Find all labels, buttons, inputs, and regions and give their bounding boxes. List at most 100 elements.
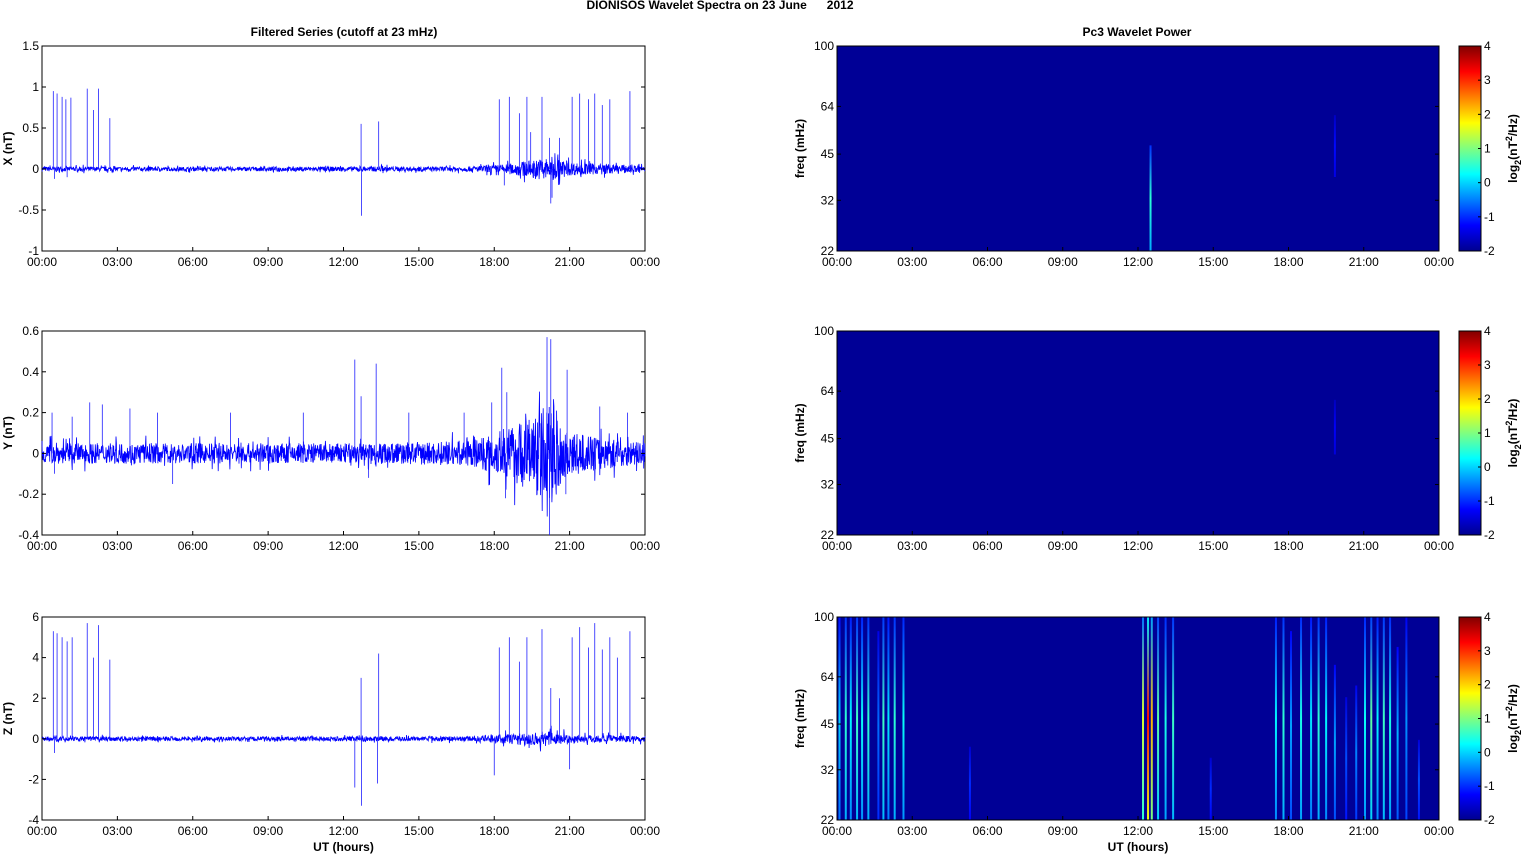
y-tick-label: 2: [32, 691, 39, 705]
x-tick-label: 18:00: [479, 255, 509, 269]
power-streak: [1405, 617, 1408, 820]
x-tick-label: 00:00: [822, 255, 852, 269]
y-tick-label: 45: [821, 147, 835, 161]
x-tick-label: 15:00: [404, 824, 434, 838]
colorbar-tick-label: -2: [1484, 813, 1495, 827]
y-tick-label: 45: [821, 432, 835, 446]
power-streak: [1300, 617, 1303, 820]
z-series-panel: -4 -2 0 2 4 6 00:00 03:00 06:00 09:00 12:00 15:00 18…: [1, 610, 660, 854]
power-streak: [1396, 646, 1399, 820]
y-tick-label: 4: [32, 651, 39, 665]
heatmap-background: [837, 617, 1439, 820]
y-tick-label: 6: [32, 610, 39, 624]
power-streak: [1164, 617, 1167, 820]
colorbar: -2 -1 0 1 2 3 4 log2(nT2/Hz): [1458, 39, 1523, 258]
y-tick-label: 64: [821, 384, 835, 398]
x-tick-label: 00:00: [27, 824, 57, 838]
x-tick-label: 00:00: [822, 539, 852, 553]
power-streak: [1364, 617, 1367, 820]
y-tick-label: 32: [821, 763, 835, 777]
colorbar-tick-label: 3: [1484, 358, 1491, 372]
x-tick-label: 09:00: [253, 539, 283, 553]
x-tick-label: 12:00: [1123, 539, 1153, 553]
power-streak: [893, 617, 896, 820]
x-tick-label: 06:00: [178, 539, 208, 553]
power-streak: [877, 631, 880, 820]
power-streak: [1290, 631, 1293, 820]
x-tick-label: 09:00: [1048, 824, 1078, 838]
x-tick-label: 03:00: [102, 539, 132, 553]
right-column-title: Pc3 Wavelet Power: [1083, 25, 1192, 39]
y-tick-label: 22: [821, 244, 835, 258]
heatmap-background: [837, 331, 1439, 535]
x-tick-label: 21:00: [555, 539, 585, 553]
y-axis-label: Y (nT): [1, 416, 15, 450]
plot-area: [41, 330, 646, 536]
power-streak: [1282, 617, 1285, 820]
x-tick-label: 00:00: [27, 539, 57, 553]
left-column-title: Filtered Series (cutoff at 23 mHz): [251, 25, 438, 39]
x-tick-label: 12:00: [1123, 255, 1153, 269]
x-axis-label: UT (hours): [1108, 840, 1169, 854]
colorbar-tick-label: -1: [1484, 494, 1495, 508]
colorbar-tick-label: 3: [1484, 73, 1491, 87]
x-tick-label: 06:00: [178, 255, 208, 269]
x-axis-label: UT (hours): [313, 840, 374, 854]
x-tick-label: 03:00: [897, 824, 927, 838]
x-tick-label: 12:00: [328, 539, 358, 553]
x-tick-label: 09:00: [253, 824, 283, 838]
x-tick-label: 00:00: [1424, 824, 1454, 838]
x-tick-label: 06:00: [178, 824, 208, 838]
x-tick-label: 06:00: [972, 255, 1002, 269]
y-tick-label: 100: [814, 610, 834, 624]
series-line: [41, 391, 646, 517]
series-line: [41, 725, 646, 752]
power-streak: [1317, 617, 1320, 820]
x-series-panel: -1 -0.5 0 0.5 1 1.5 00:00 03:00 06:00 09:00 12:00 1…: [1, 39, 660, 269]
y-axis-label: Z (nT): [1, 702, 15, 735]
x-tick-label: 21:00: [1349, 255, 1379, 269]
x-tick-label: 15:00: [404, 255, 434, 269]
x-tick-label: 21:00: [1349, 539, 1379, 553]
power-streak: [1142, 617, 1145, 820]
colorbar-tick-label: 4: [1484, 39, 1491, 53]
x-tick-label: 09:00: [1048, 539, 1078, 553]
y-tick-label: -1: [28, 244, 39, 258]
x-tick-label: 18:00: [479, 824, 509, 838]
x-tick-label: 18:00: [1273, 255, 1303, 269]
colorbar-gradient: [1458, 330, 1482, 536]
x-tick-label: 21:00: [555, 824, 585, 838]
x-tick-label: 00:00: [822, 824, 852, 838]
power-streak: [1333, 115, 1336, 178]
power-streak: [1274, 617, 1277, 820]
colorbar-tick-label: -2: [1484, 528, 1495, 542]
power-streak: [882, 617, 885, 820]
y-tick-label: 0: [32, 732, 39, 746]
y-tick-label: 1.5: [22, 39, 39, 53]
colorbar-tick-label: -1: [1484, 210, 1495, 224]
y-axis-label: freq (mHz): [793, 403, 807, 462]
power-streak: [844, 617, 847, 820]
power-streak: [887, 617, 890, 820]
power-streak: [1209, 757, 1212, 820]
y-axis-label: X (nT): [1, 132, 15, 166]
y-tick-label: -4: [28, 813, 39, 827]
y-series-panel: -0.4 -0.2 0 0.2 0.4 0.6 00:00 03:00 06:00 09:00 12…: [1, 324, 660, 553]
power-streak: [1389, 617, 1392, 820]
colorbar-tick-label: 0: [1484, 176, 1491, 190]
panels: -1 -0.5 0 0.5 1 1.5 00:00 03:00 06:00 09:00 12:00 1…: [1, 39, 1523, 854]
colorbar-tick-label: 0: [1484, 745, 1491, 759]
x-tick-label: 12:00: [328, 255, 358, 269]
x-tick-label: 00:00: [630, 539, 660, 553]
y-axis-label: freq (mHz): [793, 689, 807, 748]
power-streak: [1333, 399, 1336, 455]
x-tick-label: 03:00: [897, 539, 927, 553]
colorbar-tick-label: 4: [1484, 610, 1491, 624]
y-tick-label: -0.4: [18, 528, 39, 542]
y-tick-label: 100: [814, 324, 834, 338]
power-streak: [1345, 697, 1348, 820]
power-streak: [1310, 617, 1313, 820]
